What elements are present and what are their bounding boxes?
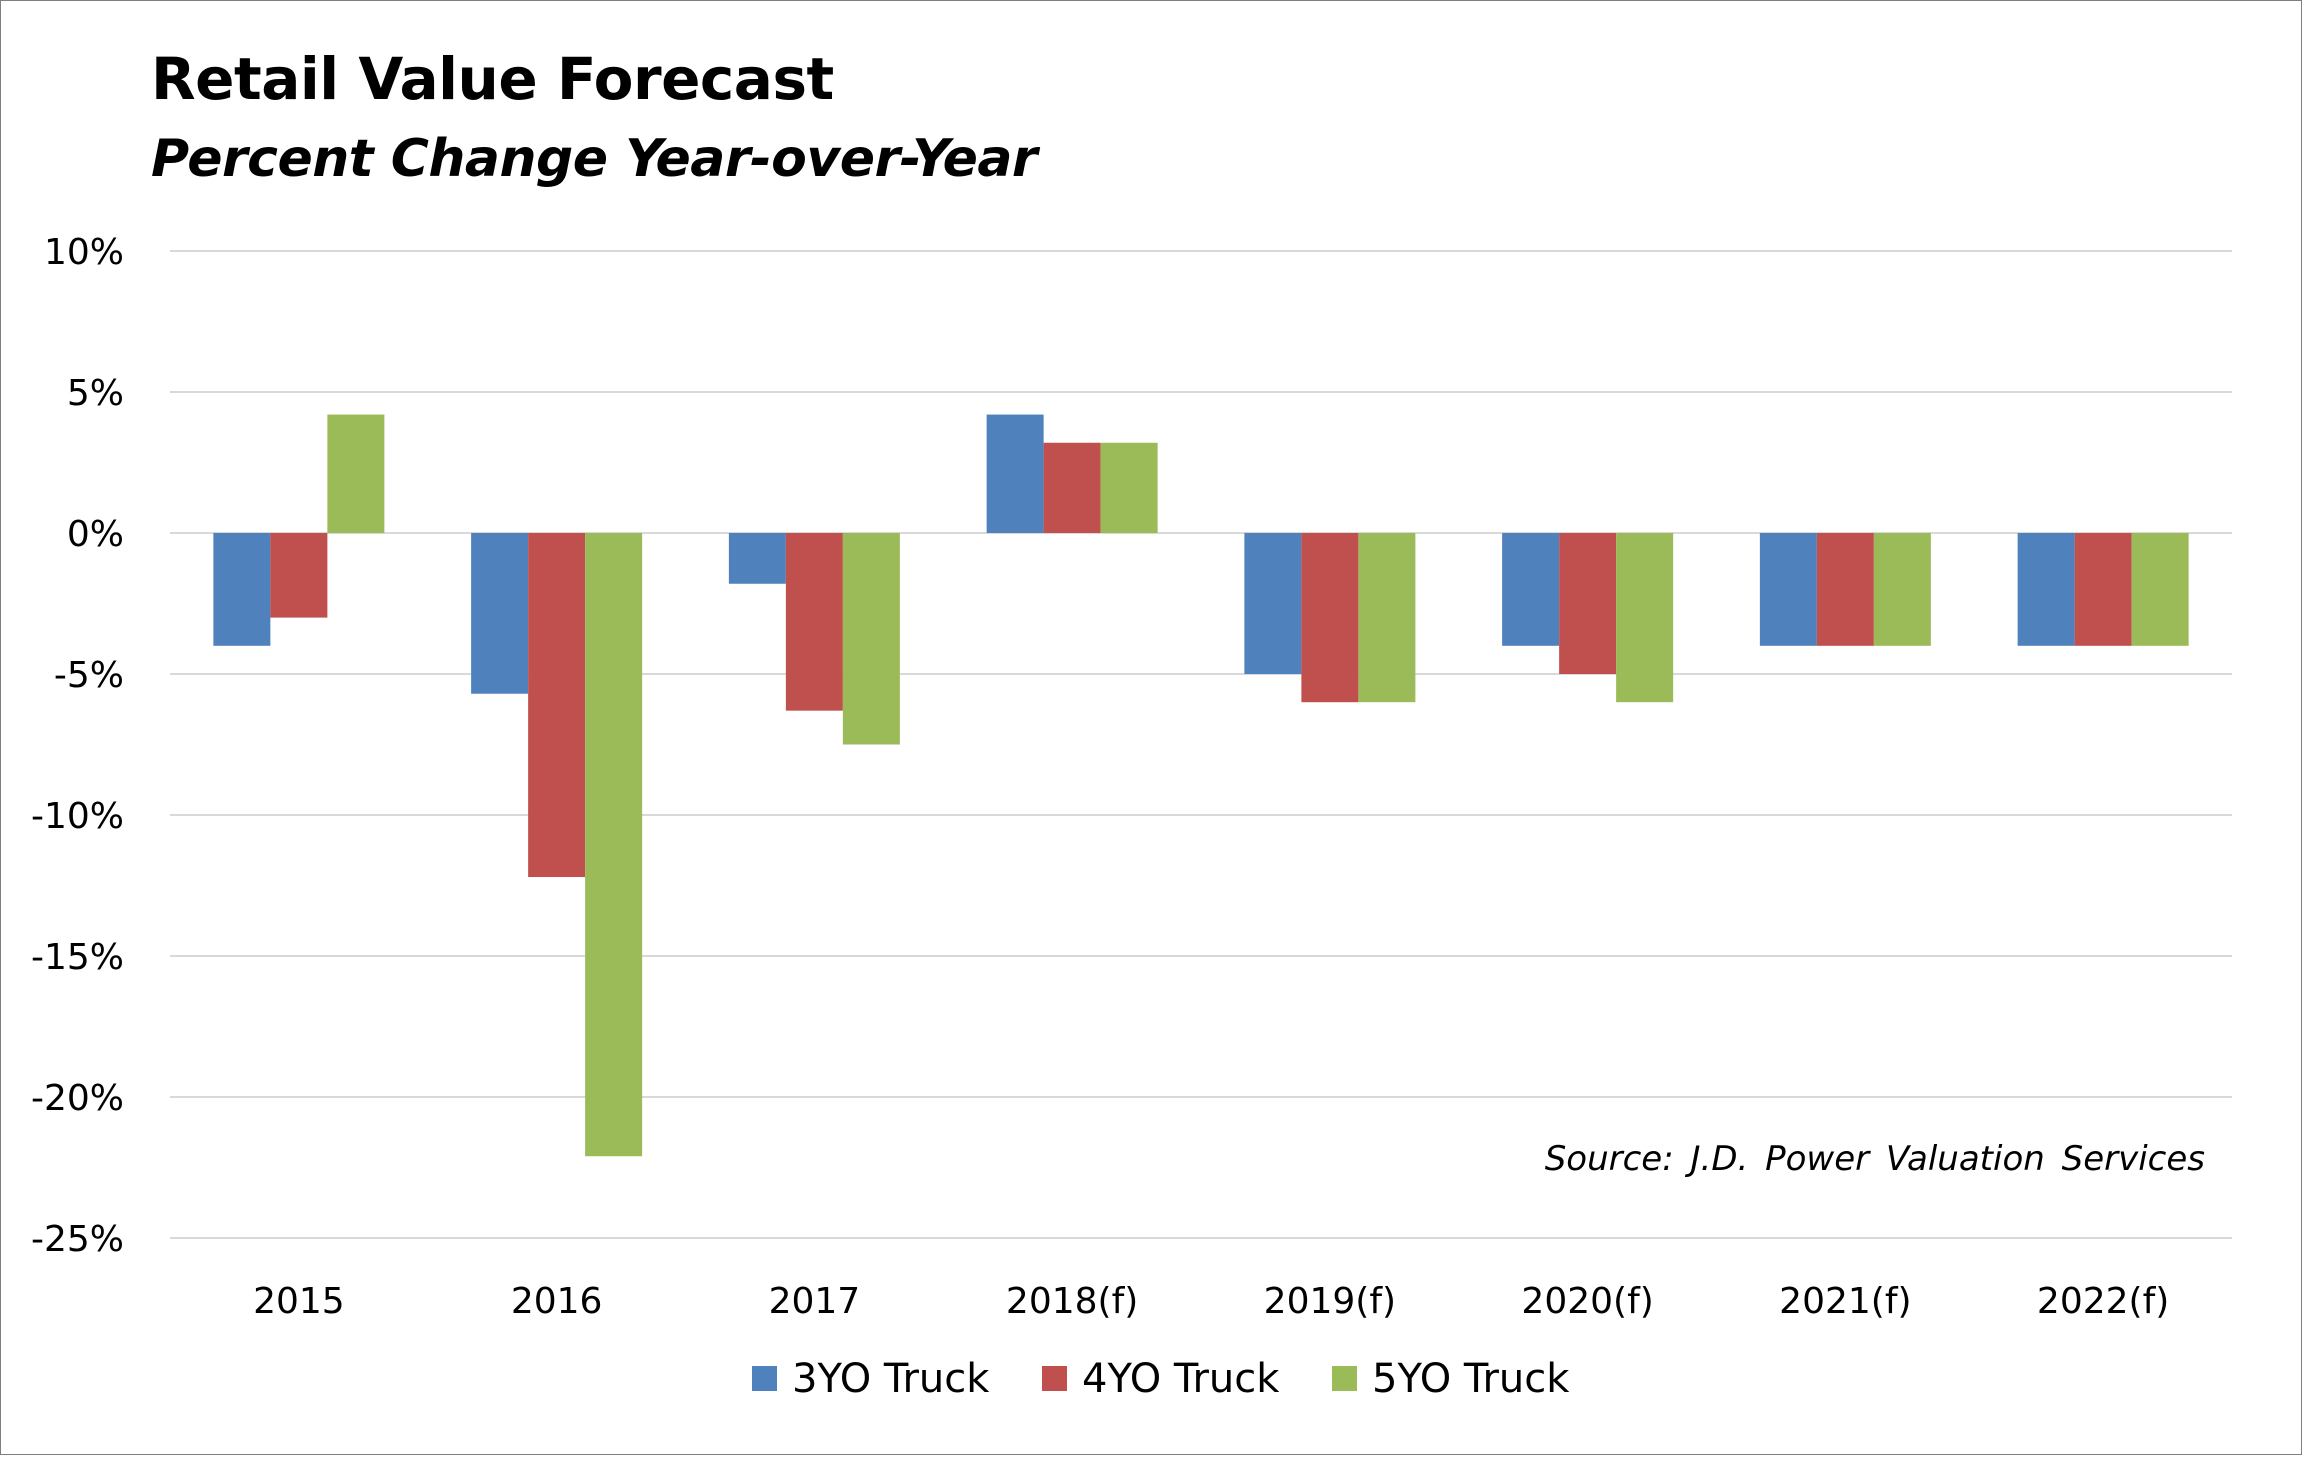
bar-5yo-truck — [1358, 533, 1416, 703]
x-tick-label: 2020(f) — [1521, 1281, 1653, 1322]
bar-4yo-truck — [1043, 442, 1101, 533]
bar-3yo-truck — [728, 533, 786, 584]
y-tick-label: 10% — [44, 232, 124, 273]
y-tick-label: -25% — [31, 1219, 124, 1260]
bar-3yo-truck — [1244, 533, 1302, 674]
x-tick-label: 2018(f) — [1006, 1281, 1138, 1322]
legend-swatch — [1332, 1366, 1357, 1391]
bar-3yo-truck — [1759, 533, 1817, 646]
y-tick-label: -10% — [31, 796, 124, 837]
chart-subtitle: Percent Change Year-over-Year — [151, 129, 1038, 189]
bar-5yo-truck — [585, 533, 643, 1157]
x-axis-ticks: 2015 2016 2017 2018(f) 2019(f) 2020(f) 2021(f)… — [253, 1281, 2169, 1322]
bar-5yo-truck — [327, 414, 385, 533]
x-tick-label: 2022(f) — [2037, 1281, 2169, 1322]
bar-5yo-truck — [1616, 533, 1674, 703]
y-tick-label: 0% — [67, 514, 124, 555]
y-tick-label: -15% — [31, 937, 124, 978]
y-tick-label: -5% — [54, 655, 124, 696]
y-tick-label: -20% — [31, 1078, 124, 1119]
legend-label: 5YO Truck — [1372, 1356, 1570, 1402]
bar-3yo-truck — [471, 533, 529, 694]
legend: 3YO Truck 4YO Truck 5YO Truck — [752, 1356, 1570, 1402]
y-axis-ticks: 10% 5% 0% -5% -10% -15% -20% -25% — [31, 232, 124, 1260]
chart-title: Retail Value Forecast — [151, 45, 834, 113]
bar-5yo-truck — [1873, 533, 1931, 646]
bar-3yo-truck — [986, 414, 1044, 533]
bar-5yo-truck — [1100, 442, 1158, 533]
bar-4yo-truck — [2074, 533, 2132, 646]
x-tick-label: 2016 — [511, 1281, 603, 1322]
bar-4yo-truck — [270, 533, 328, 618]
bar-5yo-truck — [2131, 533, 2189, 646]
source-annotation: Source: J.D. Power Valuation Services — [1545, 1139, 2205, 1179]
y-tick-label: 5% — [67, 373, 124, 414]
x-tick-label: 2021(f) — [1779, 1281, 1911, 1322]
legend-swatch — [1042, 1366, 1067, 1391]
bar-5yo-truck — [842, 533, 900, 745]
x-tick-label: 2017 — [769, 1281, 861, 1322]
legend-label: 3YO Truck — [792, 1356, 990, 1402]
bars — [213, 414, 2189, 1157]
x-tick-label: 2015 — [253, 1281, 345, 1322]
bar-3yo-truck — [1502, 533, 1560, 646]
bar-4yo-truck — [1559, 533, 1617, 674]
bar-3yo-truck — [2017, 533, 2075, 646]
bar-4yo-truck — [1301, 533, 1359, 703]
bar-4yo-truck — [785, 533, 843, 711]
bar-3yo-truck — [213, 533, 271, 646]
x-tick-label: 2019(f) — [1264, 1281, 1396, 1322]
legend-swatch — [752, 1366, 777, 1391]
bar-4yo-truck — [528, 533, 586, 878]
gridlines — [170, 250, 2232, 1239]
legend-label: 4YO Truck — [1082, 1356, 1280, 1402]
bar-4yo-truck — [1816, 533, 1874, 646]
